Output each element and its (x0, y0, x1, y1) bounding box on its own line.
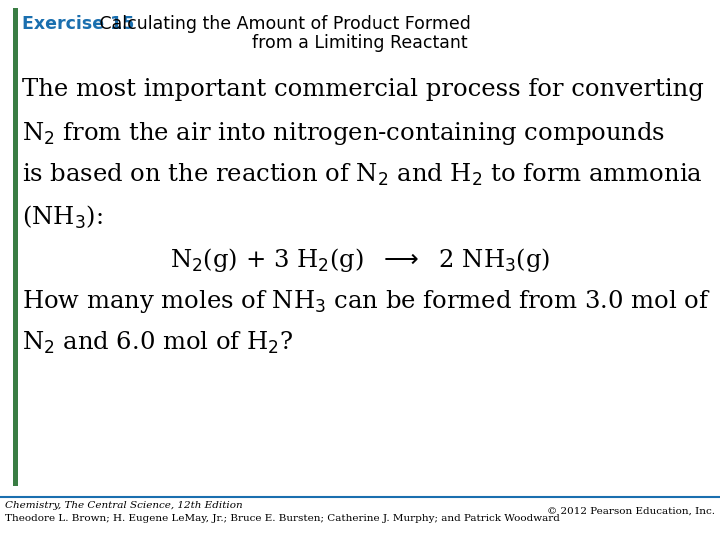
Text: N$_2$ and 6.0 mol of H$_2$?: N$_2$ and 6.0 mol of H$_2$? (22, 330, 293, 356)
Bar (13, 8, 18, 486)
Text: Calculating the Amount of Product Formed: Calculating the Amount of Product Formed (94, 15, 471, 33)
Text: Chemistry, The Central Science, 12th Edition: Chemistry, The Central Science, 12th Edi… (5, 501, 243, 510)
Text: is based on the reaction of N$_2$ and H$_2$ to form ammonia: is based on the reaction of N$_2$ and H$… (22, 162, 703, 188)
Text: Exercise 15: Exercise 15 (22, 15, 135, 33)
Text: The most important commercial process for converting: The most important commercial process fo… (22, 78, 704, 101)
Text: from a Limiting Reactant: from a Limiting Reactant (252, 34, 468, 52)
Text: N$_2$(g) + 3 H$_2$(g)  $\longrightarrow$  2 NH$_3$(g): N$_2$(g) + 3 H$_2$(g) $\longrightarrow$ … (170, 246, 550, 274)
Text: Theodore L. Brown; H. Eugene LeMay, Jr.; Bruce E. Bursten; Catherine J. Murphy; : Theodore L. Brown; H. Eugene LeMay, Jr.;… (5, 514, 560, 523)
Text: How many moles of NH$_3$ can be formed from 3.0 mol of: How many moles of NH$_3$ can be formed f… (22, 288, 711, 315)
Text: (NH$_3$):: (NH$_3$): (22, 204, 103, 231)
Text: N$_2$ from the air into nitrogen-containing compounds: N$_2$ from the air into nitrogen-contain… (22, 120, 665, 147)
Text: © 2012 Pearson Education, Inc.: © 2012 Pearson Education, Inc. (547, 507, 715, 516)
